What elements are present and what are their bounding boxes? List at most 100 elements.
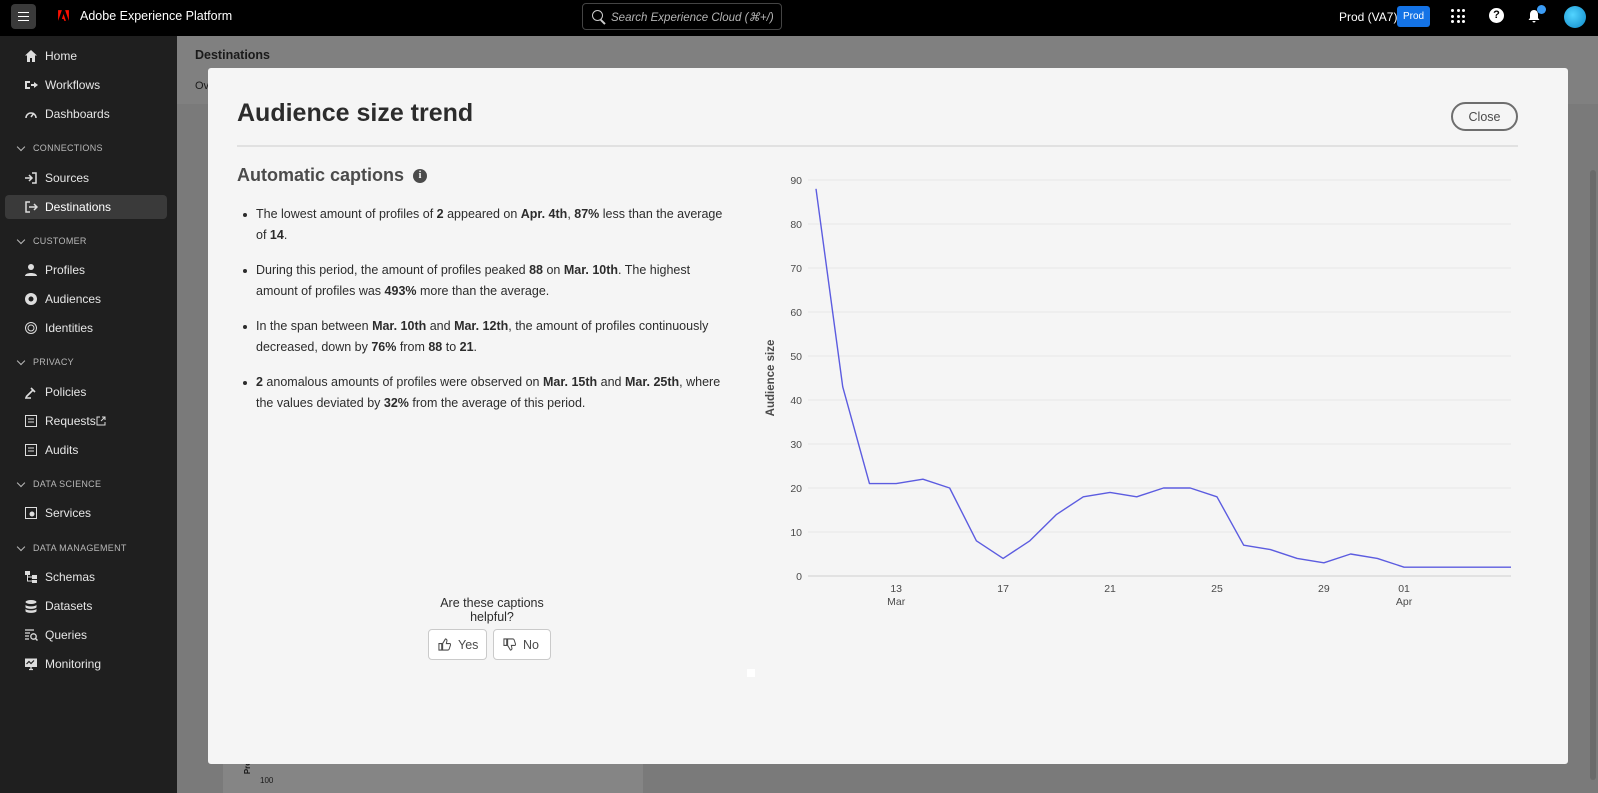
search-input[interactable]: Search Experience Cloud (⌘+/) <box>582 3 782 30</box>
section-label: DATA SCIENCE <box>33 479 102 489</box>
page-scrollbar[interactable] <box>1590 170 1596 780</box>
info-icon[interactable]: i <box>413 168 428 183</box>
notification-badge <box>1537 5 1546 14</box>
external-link-icon <box>96 416 106 426</box>
sidebar-item-monitoring[interactable]: Monitoring <box>5 652 167 676</box>
section-data-science[interactable]: DATA SCIENCE <box>16 478 102 489</box>
y-tick-label: 40 <box>790 395 802 407</box>
queries-icon <box>25 629 38 642</box>
sidebar-item-dashboards[interactable]: Dashboards <box>5 102 167 126</box>
x-tick-month-label: Mar <box>887 596 906 608</box>
dialog-title: Audience size trend <box>237 99 474 127</box>
monitoring-icon <box>25 658 37 671</box>
caption-item: During this period, the amount of profil… <box>243 260 723 302</box>
sidebar-item-label: Queries <box>45 628 88 642</box>
y-tick-label: 90 <box>790 175 802 187</box>
y-tick-label: 80 <box>790 219 802 231</box>
yes-button[interactable]: Yes <box>428 629 487 660</box>
captions-heading-text: Automatic captions <box>237 165 405 185</box>
home-icon <box>25 50 37 62</box>
sidebar-item-destinations[interactable]: Destinations <box>5 195 167 219</box>
sidebar-item-home[interactable]: Home <box>5 44 167 68</box>
sidebar-item-workflows[interactable]: Workflows <box>5 73 167 97</box>
apps-grid-icon[interactable] <box>1451 9 1465 23</box>
thumbs-down-icon <box>503 638 516 651</box>
audits-icon <box>25 444 37 456</box>
sidebar-item-profiles[interactable]: Profiles <box>5 258 167 282</box>
section-label: CONNECTIONS <box>33 143 103 153</box>
sidebar-item-queries[interactable]: Queries <box>5 623 167 647</box>
audience-size-trend-dialog: Audience size trend Close Automatic capt… <box>208 68 1568 764</box>
sidebar-item-schemas[interactable]: Schemas <box>5 565 167 589</box>
audience-size-series-line <box>815 188 1511 568</box>
close-button[interactable]: Close <box>1451 102 1518 131</box>
sidebar-item-sources[interactable]: Sources <box>5 166 167 190</box>
y-axis-label: Audience size <box>765 340 777 417</box>
sidebar-item-datasets[interactable]: Datasets <box>5 594 167 618</box>
section-label: DATA MANAGEMENT <box>33 543 127 553</box>
x-tick-label: 13 <box>890 583 902 595</box>
page-title: Destinations <box>195 48 271 62</box>
x-tick-label: 17 <box>997 583 1009 595</box>
sidebar-item-label: Sources <box>45 171 90 185</box>
chevron-down-icon <box>16 478 26 487</box>
chevron-down-icon <box>16 235 26 244</box>
sidebar-item-label: Schemas <box>45 570 96 584</box>
no-label: No <box>523 637 539 652</box>
section-data-management[interactable]: DATA MANAGEMENT <box>16 542 127 553</box>
x-tick-label: 21 <box>1104 583 1116 595</box>
sources-icon <box>25 172 37 184</box>
notifications-bell-icon[interactable] <box>1527 9 1541 23</box>
no-button[interactable]: No <box>493 629 551 660</box>
captions-list: The lowest amount of profiles of 2 appea… <box>243 204 723 428</box>
resize-handle <box>747 669 755 677</box>
workflows-icon <box>25 81 38 89</box>
sidebar-item-policies[interactable]: Policies <box>5 380 167 404</box>
y-tick-label: 30 <box>790 439 802 451</box>
x-tick-label: 29 <box>1318 583 1330 595</box>
y-tick-label: 20 <box>790 483 802 495</box>
chevron-down-icon <box>16 356 26 365</box>
sidebar-item-audiences[interactable]: Audiences <box>5 287 167 311</box>
dashboards-icon <box>25 112 37 119</box>
y-tick-label: 50 <box>790 351 802 363</box>
hamburger-icon <box>18 15 29 18</box>
sidebar-item-audits[interactable]: Audits <box>5 438 167 462</box>
feedback-question: Are these captions helpful? <box>440 596 544 624</box>
chevron-down-icon <box>16 142 26 151</box>
sidebar-item-label: Policies <box>45 385 87 399</box>
sidebar-item-label: Profiles <box>45 263 86 277</box>
background-tick-label: 100 <box>260 776 274 785</box>
profiles-icon <box>25 264 37 276</box>
sidebar-item-label: Home <box>45 49 78 63</box>
destinations-icon <box>25 201 38 213</box>
tab-overview[interactable]: Ov <box>195 80 210 92</box>
datasets-icon <box>25 600 37 613</box>
section-connections[interactable]: CONNECTIONS <box>16 142 103 153</box>
section-label: PRIVACY <box>33 357 74 367</box>
search-placeholder: Search Experience Cloud (⌘+/) <box>611 11 774 24</box>
caption-item: 2 anomalous amounts of profiles were obs… <box>243 372 723 414</box>
sidebar-item-requests[interactable]: Requests <box>5 409 167 433</box>
captions-heading: Automatic captions i <box>237 165 428 186</box>
sidebar-item-services[interactable]: Services <box>5 501 167 525</box>
section-label: CUSTOMER <box>33 236 87 246</box>
section-privacy[interactable]: PRIVACY <box>16 356 74 367</box>
section-customer[interactable]: CUSTOMER <box>16 235 87 246</box>
sidebar-item-label: Audits <box>45 443 79 457</box>
chevron-down-icon <box>16 542 26 551</box>
x-tick-label: 25 <box>1211 583 1223 595</box>
sidebar-item-label: Requests <box>45 414 96 428</box>
app-title[interactable]: Adobe Experience Platform <box>80 9 233 23</box>
menu-button[interactable] <box>11 4 36 29</box>
adobe-logo-icon[interactable] <box>57 9 70 22</box>
sidebar-item-identities[interactable]: Identities <box>5 316 167 340</box>
org-switcher[interactable]: Prod (VA7) <box>1339 10 1398 24</box>
y-tick-label: 10 <box>790 527 802 539</box>
help-icon[interactable]: ? <box>1489 8 1504 23</box>
sandbox-badge[interactable]: Prod <box>1397 6 1431 27</box>
y-tick-label: 70 <box>790 263 802 275</box>
caption-item: The lowest amount of profiles of 2 appea… <box>243 204 723 246</box>
avatar[interactable] <box>1564 6 1586 28</box>
